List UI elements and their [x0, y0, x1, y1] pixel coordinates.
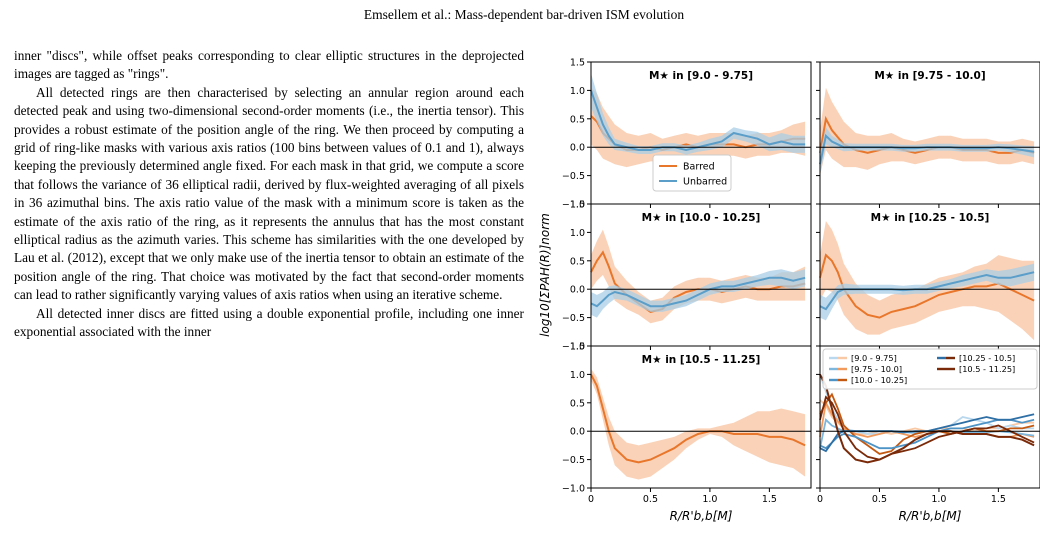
y-tick-label: −0.5 [562, 171, 585, 182]
summary-legend-label: [9.0 - 9.75] [851, 353, 897, 363]
y-tick-label: 1.5 [570, 200, 585, 211]
y-tick-label: 1.5 [570, 58, 585, 69]
panel-title: M★ in [10.5 - 11.25] [642, 354, 761, 366]
unbarred-series-line [590, 90, 806, 152]
x-tick-label: 0.5 [643, 494, 658, 505]
y-tick-label: −0.5 [562, 455, 585, 466]
x-tick-label: 1.0 [931, 494, 946, 505]
y-tick-label: 0.0 [570, 143, 585, 154]
summary-legend-label: [10.0 - 10.25] [851, 375, 907, 385]
x-tick-label: 0 [588, 494, 594, 505]
y-tick-label: −1.0 [562, 200, 585, 211]
barred-series-line [590, 373, 806, 464]
barred-series-band [591, 368, 806, 480]
x-tick-label: 0 [817, 494, 823, 505]
summary-legend-label: [9.75 - 10.0] [851, 364, 902, 374]
y-tick-label: −0.5 [562, 313, 585, 324]
y-tick-label: −1.0 [562, 342, 585, 353]
y-tick-label: 0.5 [570, 256, 585, 267]
y-tick-label: 1.0 [570, 86, 585, 97]
summary-legend-label: [10.5 - 11.25] [959, 364, 1015, 374]
x-tick-label: 1.5 [991, 494, 1006, 505]
panel-frame [590, 345, 812, 489]
y-tick-label: 1.0 [570, 370, 585, 381]
text-column: inner "discs", while offset peaks corres… [14, 47, 524, 342]
unbarred-series-band [591, 73, 806, 155]
y-tick-label: 1.0 [570, 228, 585, 239]
unbarred-series-band [820, 263, 1035, 321]
paragraph: inner "discs", while offset peaks corres… [14, 48, 524, 82]
paragraph: All detected inner discs are fitted usin… [14, 305, 524, 340]
y-tick-label: 0.0 [570, 285, 585, 296]
x-axis-label: R/R'b,b[M] [899, 509, 962, 523]
barred-series-band [820, 87, 1035, 176]
figure-radial-profiles: −1.0 −0.5 0.0 0.5 1.0 1.5 M★ in [9.0 - 9.75] M★… [538, 58, 1040, 523]
x-tick-label: 1.5 [762, 494, 777, 505]
y-axis-label: log10[ΣPAH(R)]norm [538, 213, 552, 337]
summary-legend-box [822, 348, 1038, 390]
running-header: Emsellem et al.: Mass-dependent bar-driv… [363, 7, 685, 22]
y-tick-label: 0.5 [570, 398, 585, 409]
unbarred-series-line [590, 276, 806, 308]
panel-frame [819, 345, 1040, 489]
x-tick-label: 0.5 [872, 494, 887, 505]
barred-series-band [820, 221, 1035, 341]
summary-legend-label: [10.25 - 10.5] [959, 353, 1015, 363]
y-tick-label: 0.5 [570, 114, 585, 125]
panel-title: M★ in [10.25 - 10.5] [871, 212, 990, 224]
x-tick-label: 1.0 [702, 494, 717, 505]
panel-title: M★ in [9.0 - 9.75] [649, 70, 753, 82]
y-tick-label: −1.0 [562, 484, 585, 495]
x-axis-label: R/R'b,b[M] [670, 509, 733, 523]
y-tick-label: 1.5 [570, 342, 585, 353]
summary-line [819, 373, 1035, 464]
panel-title: M★ in [9.75 - 10.0] [874, 70, 985, 82]
legend-label: Barred [683, 162, 715, 173]
paragraph: All detected rings are then characterise… [14, 84, 524, 303]
summary-line [819, 392, 1035, 455]
legend-label: Unbarred [683, 177, 727, 188]
summary-line [819, 395, 1035, 461]
barred-series-line [819, 253, 1035, 319]
y-tick-label: 0.0 [570, 427, 585, 438]
panel-title: M★ in [10.0 - 10.25] [642, 212, 761, 224]
summary-line [819, 399, 1035, 435]
